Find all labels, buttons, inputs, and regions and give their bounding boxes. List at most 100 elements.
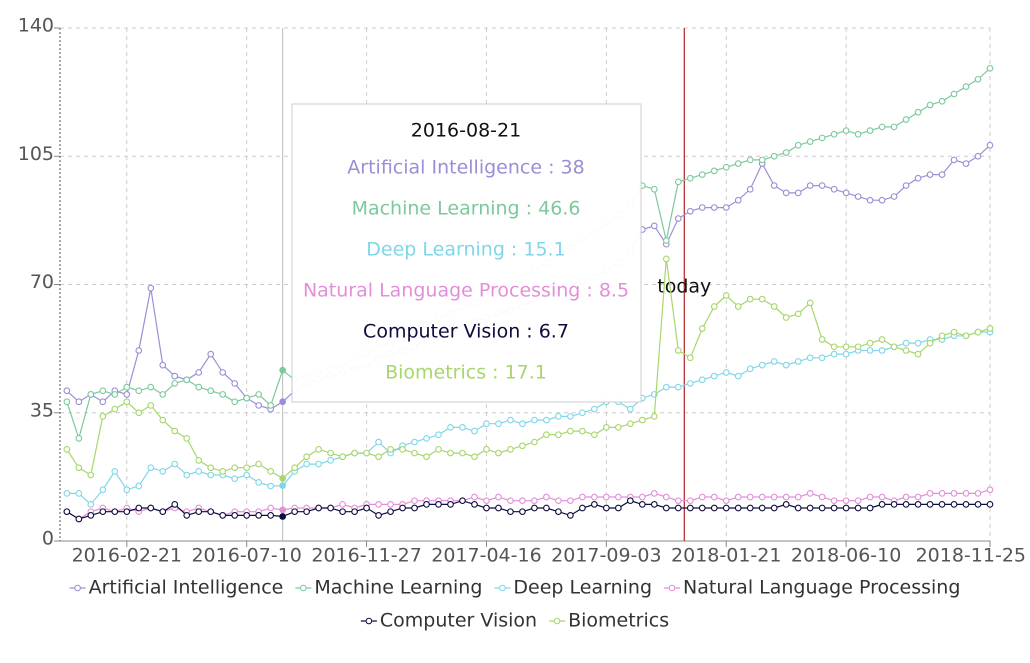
data-point [159, 391, 167, 398]
data-point [591, 431, 598, 439]
data-point [830, 343, 838, 351]
data-point [842, 350, 850, 358]
data-point [195, 369, 203, 376]
data-point [375, 438, 382, 446]
data-point [171, 372, 179, 380]
data-point [579, 493, 586, 501]
legend-label: Biometrics [568, 610, 669, 632]
data-point [219, 391, 227, 398]
data-point [87, 391, 95, 398]
data-point [962, 332, 970, 340]
data-point [962, 83, 970, 90]
data-point [123, 398, 131, 406]
data-point [710, 167, 718, 175]
data-point [147, 383, 155, 391]
legend-label: Artificial Intelligence [89, 577, 284, 599]
data-point [758, 504, 766, 512]
data-point [411, 449, 418, 457]
data-point [339, 501, 346, 508]
data-point [63, 508, 71, 516]
data-point [519, 442, 526, 450]
data-point [866, 127, 874, 134]
data-point [662, 255, 670, 263]
data-point [782, 149, 790, 156]
data-point [794, 504, 802, 512]
data-point [710, 493, 718, 501]
tooltip-line: Natural Language Processing : 8.5 [303, 280, 629, 302]
data-point [171, 460, 179, 468]
data-point [710, 303, 718, 310]
data-point [63, 398, 71, 406]
data-point [746, 295, 754, 303]
data-point [471, 493, 478, 501]
data-point [531, 497, 538, 505]
data-point [567, 511, 574, 519]
data-point [794, 189, 802, 197]
data-point [147, 464, 155, 472]
data-point [75, 398, 83, 406]
data-point [75, 490, 83, 497]
data-point [926, 501, 934, 508]
data-point [483, 420, 490, 428]
data-point [698, 493, 706, 501]
data-point [387, 508, 394, 516]
data-point [842, 189, 850, 197]
data-point [794, 310, 802, 318]
data-point [722, 497, 730, 505]
data-point [531, 504, 538, 512]
data-point [974, 490, 982, 497]
data-point [555, 431, 562, 439]
data-point [686, 174, 694, 182]
data-point [986, 64, 994, 72]
data-point [950, 501, 958, 508]
data-point [87, 471, 95, 479]
data-point [183, 471, 191, 479]
data-point [878, 501, 886, 508]
data-point [686, 380, 694, 387]
data-point [938, 501, 946, 508]
data-point [159, 468, 167, 475]
data-point [626, 405, 634, 413]
data-point [710, 372, 718, 380]
data-point [99, 398, 107, 406]
data-point [567, 427, 574, 435]
data-point [183, 376, 191, 384]
x-tick-label: 2018-11-25 [916, 545, 1026, 567]
data-point [435, 431, 442, 439]
data-point [986, 486, 994, 494]
x-tick-label: 2017-04-16 [431, 545, 541, 567]
data-point [99, 486, 107, 494]
legend-label: Computer Vision [380, 610, 537, 632]
data-point [231, 398, 239, 406]
data-point [614, 504, 622, 512]
data-point [794, 141, 802, 149]
data-point [411, 504, 418, 512]
data-point [926, 339, 934, 347]
data-point [650, 501, 658, 508]
data-point [974, 152, 982, 160]
data-point [279, 506, 287, 514]
data-point [734, 196, 742, 204]
data-point [830, 497, 838, 505]
data-point [902, 116, 910, 123]
data-point [902, 493, 910, 501]
data-point [794, 493, 802, 501]
data-point [291, 508, 298, 516]
data-point [339, 453, 346, 461]
data-point [207, 508, 215, 516]
data-point [662, 504, 670, 512]
data-point [926, 101, 934, 109]
data-point [423, 453, 430, 461]
data-point [782, 501, 790, 508]
data-point [830, 185, 838, 193]
data-point [758, 361, 766, 369]
data-point [842, 127, 850, 134]
data-point [255, 511, 263, 519]
data-point [63, 490, 71, 497]
data-point [674, 178, 682, 186]
data-point [674, 215, 682, 222]
data-point [327, 457, 334, 464]
data-point [339, 508, 346, 516]
data-point [447, 501, 454, 508]
data-point [99, 387, 107, 395]
